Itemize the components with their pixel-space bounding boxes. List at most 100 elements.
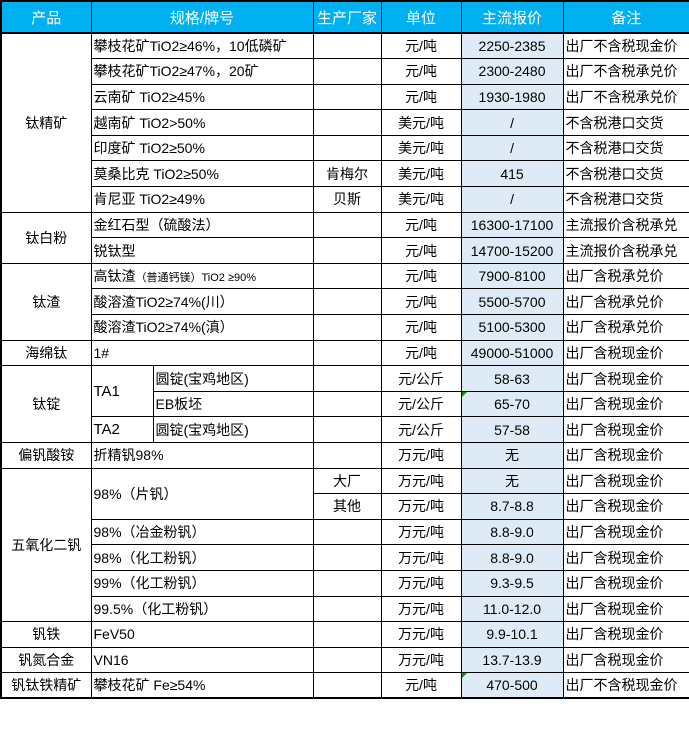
cell-spec: EB板坯 — [152, 390, 314, 418]
cell-note: 出厂含税现金价 — [562, 544, 689, 571]
table-row: 钒氮合金 VN16 万元/吨 13.7-13.9 出厂含税现金价 — [0, 646, 689, 674]
cell-note: 出厂含税现金价 — [562, 365, 689, 392]
cell-note: 出厂含税现金价 — [562, 493, 689, 520]
cell-price: 无 — [460, 467, 564, 495]
table-row: 钛锭 TA1 圆锭(宝鸡地区) 元/公斤 58-63 出厂含税现金价 — [0, 365, 689, 443]
cell-price: 58-63 — [460, 365, 564, 392]
cell-price: 2250-2385 — [460, 32, 564, 60]
cell-note: 出厂含税现金价 — [562, 646, 689, 674]
cell-note: 出厂含税承兑价 — [562, 288, 689, 316]
cell-manufacturer — [312, 288, 382, 316]
table-row: 酸溶渣TiO2≥74%(滇） 元/吨 5100-5300 出厂含税承兑价 — [1, 314, 689, 341]
cell-note: 主流报价含税承兑 — [562, 211, 689, 239]
table-row: 钛精矿 攀枝花矿TiO2≥46%，10低磷矿 元/吨 2250-2385 出厂不含税现金… — [0, 32, 689, 213]
cell-manufacturer — [312, 569, 382, 597]
cell-manufacturer — [312, 442, 382, 469]
header-note: 备注 — [562, 0, 689, 34]
cell-manufacturer: 大厂 — [312, 467, 382, 495]
cell-note: 出厂含税现金价 — [562, 569, 689, 597]
cell-price: 57-58 — [460, 416, 564, 443]
cell-note: 出厂含税现金价 — [562, 518, 689, 546]
cell-price: 5500-5700 — [460, 288, 564, 316]
cell-unit: 元/公斤 — [380, 390, 462, 418]
cell-price: 8.8-9.0 — [460, 544, 564, 571]
cell-price: 16300-17100 — [460, 211, 564, 239]
cell-note: 出厂含税承兑价 — [562, 262, 689, 290]
cell-spec: 98%（片钒） — [90, 467, 314, 520]
cell-spec-grade: TA1 — [90, 365, 154, 418]
cell-product: 钛白粉 — [0, 211, 92, 264]
cell-spec: 圆锭(宝鸡地区) — [152, 365, 314, 392]
cell-unit: 元/吨 — [380, 288, 462, 316]
cell-unit: 美元/吨 — [380, 109, 462, 136]
cell-spec: 1# — [90, 339, 314, 367]
cell-price: 8.8-9.0 — [460, 518, 564, 546]
header-manufacturer: 生产厂家 — [312, 0, 382, 34]
cell-price: / — [460, 186, 564, 213]
cell-spec: 酸溶渣TiO2≥74%(滇） — [90, 314, 314, 341]
header-spec: 规格/牌号 — [90, 0, 314, 34]
cell-manufacturer — [312, 390, 382, 418]
cell-manufacturer — [312, 339, 382, 367]
cell-note: 出厂含税承兑价 — [562, 314, 689, 341]
cell-manufacturer — [312, 58, 382, 85]
table-row: 钛渣 高钛渣（普通钙镁）TiO2 ≥90% 元/吨 7900-8100 出厂含税承兑价 — [0, 262, 689, 341]
cell-manufacturer — [312, 416, 382, 443]
cell-manufacturer — [312, 109, 382, 136]
cell-spec: 云南矿 TiO2≥45% — [90, 83, 314, 111]
table-row: 其他 万元/吨 8.7-8.8 出厂含税现金价 — [1, 493, 689, 520]
table-row: 肯尼亚 TiO2≥49% 贝斯 美元/吨 / 不含税港口交货 — [1, 186, 689, 213]
cell-spec: 折精钒98% — [90, 442, 314, 469]
cell-price: 11.0-12.0 — [460, 595, 564, 623]
cell-note: 出厂不含税承兑价 — [562, 58, 689, 85]
cell-unit: 万元/吨 — [380, 493, 462, 520]
cell-unit: 元/公斤 — [380, 416, 462, 443]
cell-spec-grade: TA2 — [90, 416, 154, 443]
cell-spec: 攀枝花矿 Fe≥54% — [90, 672, 314, 699]
cell-product: 偏钒酸铵 — [0, 442, 92, 469]
cell-spec: 99.5%（化工粉钒） — [90, 595, 314, 623]
table-row: TA2 圆锭(宝鸡地区) 元/公斤 57-58 出厂含税现金价 — [1, 416, 689, 443]
price-table: 产品 规格/牌号 生产厂家 单位 主流报价 备注 钛精矿 攀枝花矿TiO2≥46%… — [0, 0, 689, 700]
cell-manufacturer: 肯梅尔 — [312, 160, 382, 188]
cell-product: 钛精矿 — [0, 32, 92, 213]
cell-unit: 万元/吨 — [380, 518, 462, 546]
table-row: 越南矿 TiO2>50% 美元/吨 / 不含税港口交货 — [1, 109, 689, 136]
cell-price: 14700-15200 — [460, 237, 564, 264]
table-row: 98%（化工粉钒） 万元/吨 8.8-9.0 出厂含税现金价 — [1, 544, 689, 571]
cell-price: / — [460, 109, 564, 136]
cell-unit: 万元/吨 — [380, 646, 462, 674]
cell-product: 钒钛铁精矿 — [0, 672, 92, 699]
table-row: 云南矿 TiO2≥45% 元/吨 1930-1980 出厂不含税承兑价 — [1, 83, 689, 111]
cell-price: 无 — [460, 442, 564, 469]
cell-manufacturer — [312, 211, 382, 239]
cell-spec: 攀枝花矿TiO2≥47%，20矿 — [90, 58, 314, 85]
cell-note: 不含税港口交货 — [562, 134, 689, 162]
table-row: 98%（冶金粉钒） 万元/吨 8.8-9.0 出厂含税现金价 — [1, 518, 689, 546]
cell-unit: 万元/吨 — [380, 569, 462, 597]
cell-unit: 万元/吨 — [380, 544, 462, 571]
cell-product: 钛渣 — [0, 262, 92, 341]
cell-unit: 美元/吨 — [380, 160, 462, 188]
cell-unit: 元/吨 — [380, 211, 462, 239]
cell-note: 不含税港口交货 — [562, 186, 689, 213]
cell-note: 出厂含税现金价 — [562, 467, 689, 495]
cell-price: 9.9-10.1 — [460, 621, 564, 648]
spec-suffix: （普通钙镁）TiO2 ≥90% — [135, 272, 257, 285]
cell-note: 出厂不含税现金价 — [562, 32, 689, 60]
cell-product: 钒铁 — [0, 621, 92, 648]
cell-spec: 金红石型（硫酸法） — [90, 211, 314, 239]
cell-unit: 万元/吨 — [380, 467, 462, 495]
cell-unit: 元/吨 — [380, 672, 462, 699]
header-unit: 单位 — [380, 0, 462, 34]
cell-product: 钛锭 — [0, 365, 92, 443]
cell-manufacturer: 其他 — [312, 493, 382, 520]
table-row: 钛白粉 金红石型（硫酸法） 元/吨 16300-17100 主流报价含税承兑 — [0, 211, 689, 264]
header-product: 产品 — [0, 0, 92, 34]
cell-unit: 元/吨 — [380, 339, 462, 367]
table-row: 攀枝花矿TiO2≥47%，20矿 元/吨 2300-2480 出厂不含税承兑价 — [1, 58, 689, 85]
cell-manufacturer — [312, 646, 382, 674]
cell-manufacturer — [312, 621, 382, 648]
cell-price: 13.7-13.9 — [460, 646, 564, 674]
table-row: 莫桑比克 TiO2≥50% 肯梅尔 美元/吨 415 不含税港口交货 — [1, 160, 689, 188]
